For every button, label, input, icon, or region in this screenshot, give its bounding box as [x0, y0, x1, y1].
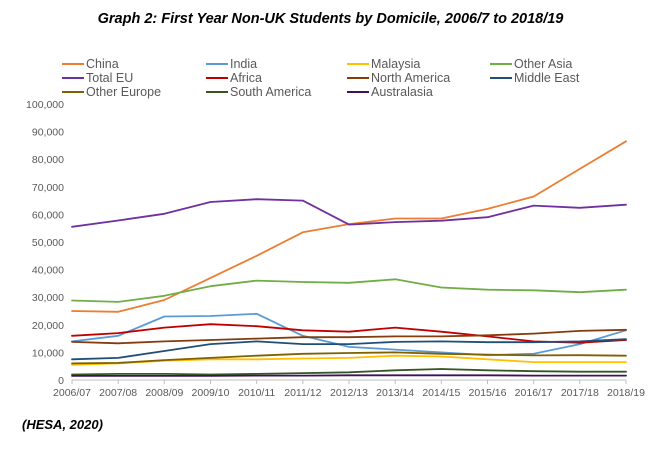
legend-label: North America: [371, 71, 450, 85]
x-tick-label: 2014/15: [422, 387, 460, 399]
x-tick-label: 2018/19: [607, 387, 645, 399]
series-line-india: [71, 312, 627, 357]
y-tick-label: 30,000: [32, 292, 64, 304]
x-tick-label: 2008/09: [145, 387, 183, 399]
legend-label: Malaysia: [371, 57, 420, 71]
legend-item-other-asia: Other Asia: [490, 57, 572, 71]
y-tick-label: 0: [58, 375, 64, 387]
x-tick-label: 2015/16: [469, 387, 507, 399]
series-line-south-america: [71, 368, 627, 376]
legend-item-total-eu: Total EU: [62, 71, 133, 85]
series-line-other-asia: [71, 278, 627, 303]
x-tick-label: 2006/07: [53, 387, 91, 399]
series-line-australasia: [71, 374, 627, 377]
legend-item-australasia: Australasia: [347, 85, 433, 99]
legend-label: Australasia: [371, 85, 433, 99]
legend-label: Other Europe: [86, 85, 161, 99]
legend-item-middle-east: Middle East: [490, 71, 580, 85]
x-tick-label: 2012/13: [330, 387, 368, 399]
x-tick-label: 2016/17: [515, 387, 553, 399]
y-tick-label: 90,000: [32, 127, 64, 139]
series-lines: [71, 140, 627, 377]
chart-title: Graph 2: First Year Non-UK Students by D…: [97, 11, 564, 27]
legend-label: Africa: [230, 71, 262, 85]
legend-label: India: [230, 57, 257, 71]
legend-item-india: India: [206, 57, 257, 71]
legend-label: China: [86, 57, 119, 71]
legend-label: Middle East: [514, 71, 580, 85]
series-line-other-europe: [71, 351, 627, 365]
x-tick-label: 2011/12: [284, 387, 321, 399]
legend-label: South America: [230, 85, 311, 99]
legend-item-other-europe: Other Europe: [62, 85, 161, 99]
y-tick-label: 70,000: [32, 182, 64, 194]
legend-item-china: China: [62, 57, 119, 71]
series-line-china: [71, 140, 627, 313]
x-tick-label: 2010/11: [238, 387, 275, 399]
legend-item-south-america: South America: [206, 85, 311, 99]
y-tick-label: 60,000: [32, 209, 64, 221]
y-tick-label: 80,000: [32, 154, 64, 166]
legend-item-africa: Africa: [206, 71, 262, 85]
y-tick-label: 40,000: [32, 265, 64, 277]
chart-legend: China India Malaysia Other Asia Total EU Afri…: [62, 57, 580, 99]
x-tick-label: 2013/14: [376, 387, 414, 399]
series-line-north-america: [71, 328, 627, 345]
x-tick-label: 2017/18: [561, 387, 599, 399]
legend-item-malaysia: Malaysia: [347, 57, 420, 71]
legend-label: Other Asia: [514, 57, 572, 71]
legend-label: Total EU: [86, 71, 133, 85]
series-line-middle-east: [71, 338, 627, 361]
y-tick-label: 100,000: [26, 99, 64, 111]
y-tick-label: 20,000: [32, 320, 64, 332]
y-axis: 0 10,000 20,000 30,000 40,000 50,000 60,000 70,…: [26, 99, 64, 387]
source-note: (HESA, 2020): [22, 417, 103, 432]
y-tick-label: 50,000: [32, 237, 64, 249]
series-line-total-eu: [71, 198, 627, 228]
x-tick-label: 2007/08: [99, 387, 137, 399]
legend-item-north-america: North America: [347, 71, 450, 85]
y-tick-label: 10,000: [32, 347, 64, 359]
x-axis: 2006/07 2007/08 2008/09 2009/10 2010/11 2011/…: [53, 379, 645, 399]
x-tick-label: 2009/10: [192, 387, 230, 399]
